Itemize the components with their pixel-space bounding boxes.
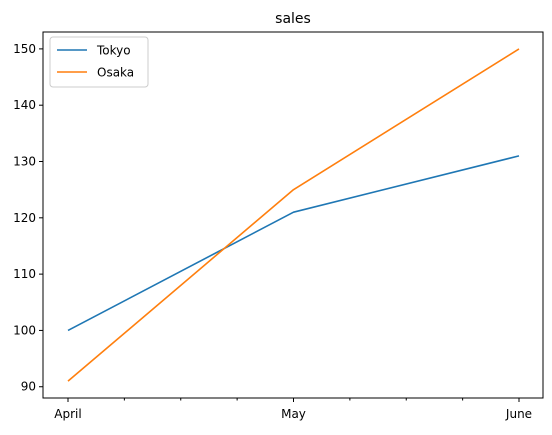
y-tick-label: 90 — [21, 380, 36, 394]
chart-title: sales — [275, 11, 311, 27]
y-tick-label: 120 — [13, 211, 36, 225]
x-tick-label: June — [505, 407, 532, 421]
legend: Tokyo Osaka — [50, 37, 148, 87]
y-tick-label: 150 — [13, 42, 36, 56]
y-tick-label: 130 — [13, 155, 36, 169]
y-tick-label: 110 — [13, 267, 36, 281]
x-tick-label: May — [281, 407, 306, 421]
legend-label-osaka: Osaka — [97, 66, 134, 80]
x-tick-label: April — [54, 407, 81, 421]
legend-label-tokyo: Tokyo — [96, 44, 131, 58]
y-tick-label: 100 — [13, 323, 36, 337]
x-axis: April May June — [54, 398, 532, 421]
y-axis: 90 100 110 120 130 140 150 — [13, 42, 43, 394]
y-tick-label: 140 — [13, 98, 36, 112]
